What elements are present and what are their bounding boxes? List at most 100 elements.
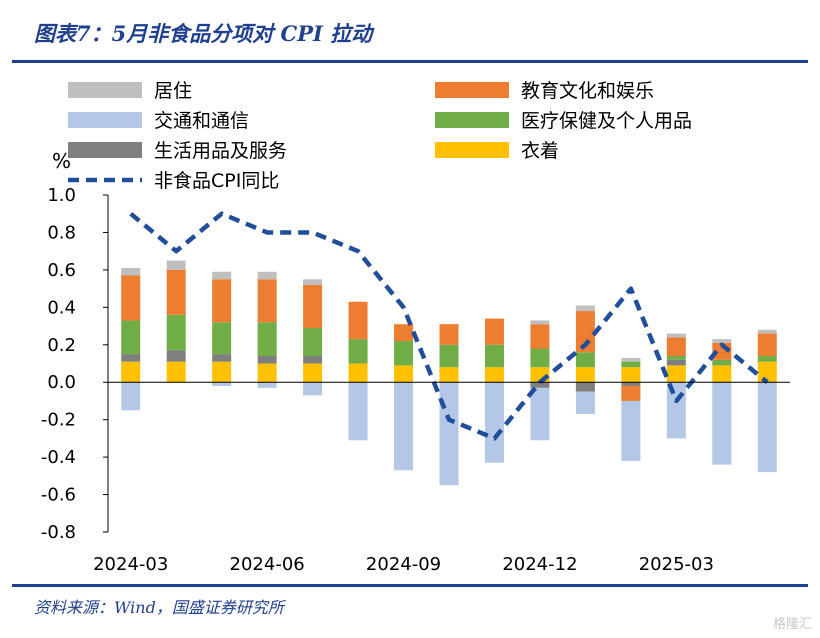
bar-segment bbox=[348, 339, 368, 364]
bar-segment bbox=[348, 301, 368, 340]
y-tick-label: 0.6 bbox=[47, 260, 76, 281]
x-axis: 2024-03 2024-06 2024-09 2024-12 2025-03 bbox=[93, 381, 790, 575]
bar-segment bbox=[712, 359, 732, 366]
x-tick-label: 2025-03 bbox=[639, 554, 714, 575]
legend-swatch bbox=[68, 142, 142, 158]
source-note: 资料来源：Wind，国盛证券研究所 bbox=[34, 598, 284, 617]
bar-segment bbox=[575, 367, 595, 383]
bar-segment bbox=[439, 367, 459, 383]
chart-title: 图表7：5月非食品分项对 CPI 拉动 bbox=[34, 21, 373, 46]
bar-segment bbox=[575, 382, 595, 392]
bar-segment bbox=[166, 350, 186, 362]
bar-segment bbox=[757, 333, 777, 357]
legend-swatch bbox=[68, 112, 142, 128]
legend-label: 生活用品及服务 bbox=[154, 140, 287, 162]
legend-swatch bbox=[435, 82, 509, 98]
bar-segment bbox=[212, 279, 232, 323]
x-tick-label: 2024-03 bbox=[93, 554, 168, 575]
y-tick-label: 0.2 bbox=[47, 335, 76, 356]
bar-segment bbox=[212, 354, 232, 362]
bar-segment bbox=[621, 400, 641, 461]
bar-segment bbox=[394, 341, 414, 366]
bar-segment bbox=[621, 361, 641, 368]
bar-segment bbox=[621, 367, 641, 383]
y-tick-label: 0.8 bbox=[47, 222, 76, 243]
bar-segment bbox=[303, 279, 323, 285]
bar-segment bbox=[439, 344, 459, 368]
bar-segment bbox=[757, 329, 777, 334]
bar-segment bbox=[757, 356, 777, 362]
bar-segment bbox=[348, 363, 368, 383]
bar-segment bbox=[303, 382, 323, 396]
y-tick-label: -0.2 bbox=[41, 410, 76, 431]
y-tick-label: -0.8 bbox=[41, 522, 76, 543]
bar-segment bbox=[212, 322, 232, 355]
bar-segment bbox=[257, 271, 277, 280]
legend-label: 非食品CPI同比 bbox=[154, 170, 279, 192]
bar-segment bbox=[121, 354, 141, 362]
bar-segment bbox=[484, 382, 504, 463]
x-tick-label: 2024-06 bbox=[230, 554, 305, 575]
bar-segment bbox=[484, 344, 504, 368]
bar-segment bbox=[166, 314, 186, 351]
bar-segment bbox=[575, 305, 595, 312]
bar-segment bbox=[212, 361, 232, 383]
bar-segment bbox=[666, 359, 686, 366]
bar-segment bbox=[121, 268, 141, 276]
bar-segment bbox=[484, 318, 504, 345]
line-series-path bbox=[129, 211, 769, 441]
bar-segment bbox=[121, 275, 141, 321]
watermark: 格隆汇 bbox=[772, 617, 812, 632]
bar-segment bbox=[212, 382, 232, 386]
legend-swatch bbox=[68, 82, 142, 98]
bar-segment bbox=[757, 361, 777, 383]
y-unit-label: % bbox=[52, 149, 71, 173]
bar-segment bbox=[757, 382, 777, 473]
bar-segment bbox=[666, 337, 686, 357]
x-tick-label: 2024-09 bbox=[366, 554, 441, 575]
legend-label: 教育文化和娱乐 bbox=[521, 80, 654, 102]
bar-segment bbox=[166, 361, 186, 383]
legend-label: 医疗保健及个人用品 bbox=[521, 110, 692, 132]
bar-segment bbox=[666, 356, 686, 360]
y-tick-label: -0.6 bbox=[41, 485, 76, 506]
bar-segment bbox=[166, 269, 186, 315]
bar-segment bbox=[575, 352, 595, 368]
bar-segment bbox=[621, 382, 641, 386]
y-tick-label: 0.4 bbox=[47, 297, 76, 318]
x-tick-label: 2024-12 bbox=[502, 554, 577, 575]
bar-segment bbox=[121, 320, 141, 355]
bar-segment bbox=[257, 279, 277, 323]
bar-segment bbox=[666, 365, 686, 383]
bar-segment bbox=[303, 284, 323, 328]
bar-segment bbox=[394, 365, 414, 383]
top-rule bbox=[12, 60, 808, 63]
bar-segment bbox=[257, 382, 277, 388]
bar-segment bbox=[484, 367, 504, 383]
bar-segment bbox=[303, 356, 323, 364]
bar-segment bbox=[621, 357, 641, 362]
bar-segment bbox=[348, 382, 368, 441]
bar-segment bbox=[394, 324, 414, 342]
bar-segment bbox=[621, 385, 641, 401]
bar-segment bbox=[166, 260, 186, 270]
bar-segment bbox=[712, 365, 732, 383]
bar-segment bbox=[530, 348, 550, 368]
legend-label: 交通和通信 bbox=[154, 110, 249, 132]
y-tick-label: 0.0 bbox=[47, 372, 76, 393]
bar-segment bbox=[530, 387, 550, 441]
bar-segment bbox=[666, 382, 686, 439]
bar-segment bbox=[121, 382, 141, 411]
bar-segment bbox=[303, 327, 323, 357]
bar-segment bbox=[257, 356, 277, 364]
y-axis: 1.0 0.8 0.6 0.4 0.2 0.0 -0.2 -0.4 -0.6 -0.8 bbox=[41, 185, 109, 543]
legend-label: 居住 bbox=[154, 80, 192, 102]
legend-swatch bbox=[435, 112, 509, 128]
bar-segment bbox=[712, 382, 732, 465]
bar-segment bbox=[121, 361, 141, 383]
y-tick-label: 1.0 bbox=[47, 185, 76, 206]
bar-segment bbox=[530, 324, 550, 349]
bar-segment bbox=[712, 339, 732, 343]
